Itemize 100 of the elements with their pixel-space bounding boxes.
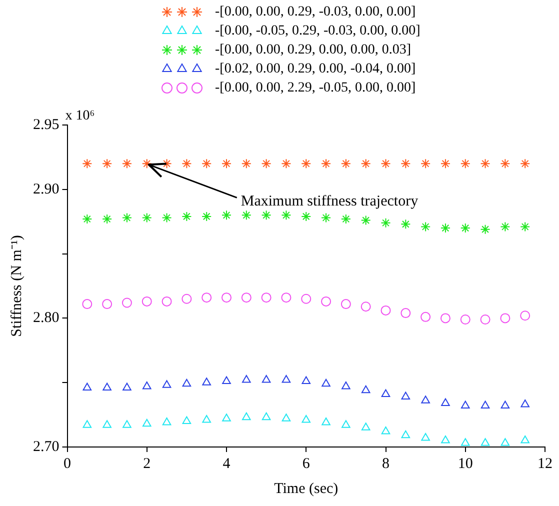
point (222, 210, 232, 220)
y-tick-label: 2.80 (33, 310, 60, 326)
point (262, 412, 271, 420)
point (82, 420, 92, 428)
point (162, 418, 172, 426)
point (441, 436, 450, 444)
point (500, 158, 510, 169)
point (281, 210, 292, 220)
point (340, 214, 351, 224)
point (340, 299, 351, 310)
legend-label: -[0.00, 0.00, 2.29, -0.05, 0.00, 0.00] (215, 80, 416, 96)
point (302, 376, 311, 384)
point (322, 378, 330, 387)
point (262, 375, 271, 383)
point (480, 438, 490, 446)
point (282, 375, 291, 383)
point (162, 212, 172, 223)
point (142, 381, 152, 390)
point (380, 218, 391, 228)
point (500, 313, 510, 324)
point (500, 438, 510, 446)
point (342, 381, 350, 390)
point (480, 314, 490, 324)
x-tick-label: 8 (382, 456, 390, 472)
point (102, 214, 112, 224)
point (142, 158, 152, 169)
point (401, 392, 410, 400)
point (480, 400, 490, 409)
point (182, 211, 192, 222)
y-tick-label: 2.95 (33, 116, 60, 133)
point (261, 158, 272, 169)
point (142, 418, 152, 427)
point (202, 414, 211, 423)
point (122, 298, 132, 308)
point (520, 158, 530, 169)
point (380, 158, 391, 169)
point (421, 396, 430, 404)
point (440, 158, 450, 169)
legend-label: -[0.00, 0.00, 0.29, 0.00, 0.00, 0.03] (215, 42, 411, 58)
point (480, 158, 490, 169)
point (162, 158, 172, 169)
point (122, 382, 132, 390)
x-axis-title: Time (sec) (274, 480, 338, 497)
point (340, 158, 351, 169)
annotation: Maximum stiffness trajectory (240, 194, 419, 210)
point (460, 400, 470, 409)
point (500, 400, 510, 409)
point (440, 313, 450, 324)
point (360, 215, 371, 226)
point (242, 375, 251, 383)
point (381, 426, 390, 434)
point (520, 436, 530, 444)
point (142, 212, 152, 223)
point (520, 222, 530, 232)
point (361, 385, 370, 394)
point (102, 382, 112, 390)
point (102, 420, 112, 428)
x-tick-label: 10 (458, 456, 473, 472)
point (222, 376, 231, 384)
point (460, 438, 470, 446)
point (102, 299, 112, 310)
point (420, 222, 431, 232)
point (241, 210, 252, 220)
point (342, 420, 350, 428)
point (241, 158, 252, 169)
point (282, 414, 291, 422)
point (261, 292, 272, 303)
y-tick-label: 2.70 (33, 438, 60, 455)
point (261, 210, 272, 220)
point (82, 214, 92, 224)
point (361, 422, 370, 430)
point (162, 296, 172, 306)
point (460, 158, 470, 169)
point (480, 224, 490, 234)
point (222, 414, 231, 422)
point (401, 430, 410, 438)
point (222, 158, 232, 169)
point (400, 308, 411, 318)
point (420, 158, 431, 169)
legend-label: -[0.00, -0.05, 0.29, -0.03, 0.00, 0.00] (215, 24, 420, 39)
point (321, 296, 332, 306)
point (301, 211, 312, 222)
point (281, 158, 292, 169)
point (82, 158, 92, 169)
point (321, 158, 332, 169)
point (202, 378, 211, 386)
point (122, 158, 132, 169)
point (460, 314, 470, 324)
point (441, 398, 450, 406)
x-tick-label: 6 (302, 456, 310, 472)
x-tick-label: 0 (64, 456, 71, 472)
point (202, 292, 212, 303)
point (360, 158, 371, 169)
point (321, 212, 332, 223)
point (302, 414, 311, 423)
point (381, 389, 390, 397)
point (420, 312, 431, 322)
point (182, 294, 192, 304)
point (202, 158, 212, 169)
point (142, 296, 152, 306)
